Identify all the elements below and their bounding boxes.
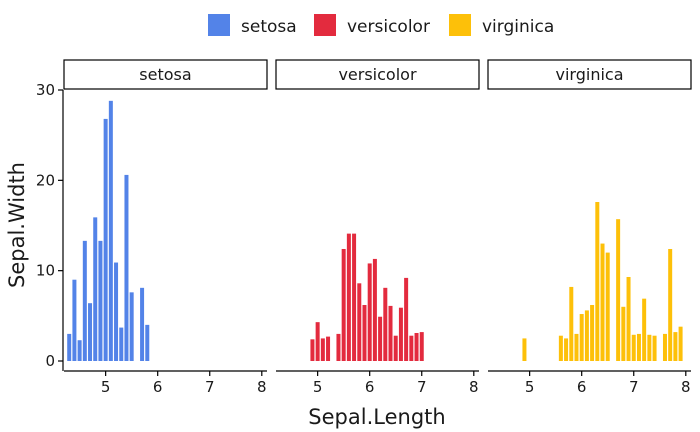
facet-strip-versicolor xyxy=(275,59,480,90)
x-tick-label: 7 xyxy=(629,378,639,396)
bar-versicolor xyxy=(404,277,409,361)
bar-setosa xyxy=(119,327,124,361)
bar-setosa xyxy=(129,292,134,361)
legend-key-virginica xyxy=(449,14,471,36)
x-tick-label: 8 xyxy=(469,378,479,396)
bar-virginica xyxy=(626,276,631,361)
bar-versicolor xyxy=(372,258,377,361)
facet-strip-virginica xyxy=(487,59,692,90)
bar-virginica xyxy=(600,243,605,361)
x-tick-label: 7 xyxy=(417,378,427,396)
bar-virginica xyxy=(558,335,563,361)
y-tick-label: 10 xyxy=(36,262,55,280)
bar-versicolor xyxy=(310,339,315,361)
bar-versicolor xyxy=(378,316,383,361)
bar-virginica xyxy=(564,338,569,361)
bar-virginica xyxy=(678,326,683,361)
bar-setosa xyxy=(93,217,98,361)
bar-versicolor xyxy=(414,332,419,361)
legend-label-setosa: setosa xyxy=(241,17,297,37)
bar-versicolor xyxy=(398,307,403,361)
bar-virginica xyxy=(662,333,667,361)
legend: setosa versicolor virginica xyxy=(208,14,554,37)
facet-strip-setosa xyxy=(63,59,268,90)
bar-virginica xyxy=(522,338,527,361)
bar-virginica xyxy=(574,333,579,361)
bar-versicolor xyxy=(346,233,351,361)
bar-versicolor xyxy=(357,283,362,361)
bar-versicolor xyxy=(352,233,357,361)
bar-virginica xyxy=(579,314,584,361)
x-tick-label: 6 xyxy=(577,378,587,396)
bar-versicolor xyxy=(320,338,325,361)
bar-virginica xyxy=(584,310,589,361)
y-axis-title: Sepal.Width xyxy=(5,162,29,288)
bar-versicolor xyxy=(367,263,372,361)
bar-setosa xyxy=(114,262,119,361)
bar-versicolor xyxy=(409,335,414,361)
x-tick-label: 5 xyxy=(101,378,111,396)
facet-strip-label-virginica: virginica xyxy=(556,65,624,84)
bar-virginica xyxy=(569,286,574,361)
x-tick-label: 5 xyxy=(525,378,535,396)
bar-versicolor xyxy=(419,332,424,361)
bar-versicolor xyxy=(315,322,320,361)
bar-setosa xyxy=(72,279,77,361)
bar-virginica xyxy=(668,248,673,361)
bar-versicolor xyxy=(388,305,393,361)
bar-virginica xyxy=(616,219,621,361)
bar-virginica xyxy=(631,334,636,361)
bar-setosa xyxy=(124,174,129,361)
bar-virginica xyxy=(673,332,678,361)
bar-versicolor xyxy=(336,333,341,361)
bar-virginica xyxy=(647,334,652,361)
facet-panels: setosa 5 6 7 8 versicolor 5 6 7 8 virginica 5 6 7 8 xyxy=(63,59,692,396)
facet-panel-versicolor: versicolor 5 6 7 8 xyxy=(275,59,480,396)
bar-versicolor xyxy=(341,248,346,361)
bar-virginica xyxy=(595,202,600,361)
y-tick-label: 20 xyxy=(36,171,55,189)
bar-versicolor xyxy=(383,287,388,361)
facet-panel-virginica: virginica 5 6 7 8 xyxy=(487,59,692,396)
legend-key-setosa xyxy=(208,14,230,36)
bar-setosa xyxy=(82,240,87,361)
x-tick-label: 6 xyxy=(365,378,375,396)
x-tick-label: 5 xyxy=(313,378,323,396)
bar-virginica xyxy=(652,335,657,361)
bar-virginica xyxy=(605,252,610,361)
bar-virginica xyxy=(636,333,641,361)
bar-virginica xyxy=(590,304,595,361)
x-axis-title: Sepal.Length xyxy=(308,405,445,429)
legend-label-versicolor: versicolor xyxy=(347,17,430,37)
x-tick-label: 8 xyxy=(257,378,267,396)
y-axis: 0 10 20 30 xyxy=(36,81,64,371)
facet-strip-label-setosa: setosa xyxy=(139,65,191,84)
y-tick-label: 30 xyxy=(36,81,55,99)
bar-versicolor xyxy=(326,336,331,361)
bar-setosa xyxy=(145,324,150,361)
bar-virginica xyxy=(642,298,647,361)
bar-setosa xyxy=(98,240,103,361)
x-tick-label: 6 xyxy=(153,378,163,396)
y-tick-label: 0 xyxy=(45,352,55,370)
bar-versicolor xyxy=(362,304,367,361)
bar-setosa xyxy=(103,118,108,361)
facet-strip-label-versicolor: versicolor xyxy=(338,65,416,84)
bar-setosa xyxy=(88,303,93,361)
bar-versicolor xyxy=(393,335,398,361)
x-tick-label: 8 xyxy=(681,378,691,396)
facet-panel-setosa: setosa 5 6 7 8 xyxy=(63,59,268,396)
bar-setosa xyxy=(77,340,82,361)
legend-label-virginica: virginica xyxy=(482,17,554,37)
bar-setosa xyxy=(108,100,113,361)
bar-setosa xyxy=(140,287,145,361)
x-tick-label: 7 xyxy=(205,378,215,396)
bar-virginica xyxy=(621,306,626,361)
legend-key-versicolor xyxy=(314,14,336,36)
bar-setosa xyxy=(67,333,72,361)
